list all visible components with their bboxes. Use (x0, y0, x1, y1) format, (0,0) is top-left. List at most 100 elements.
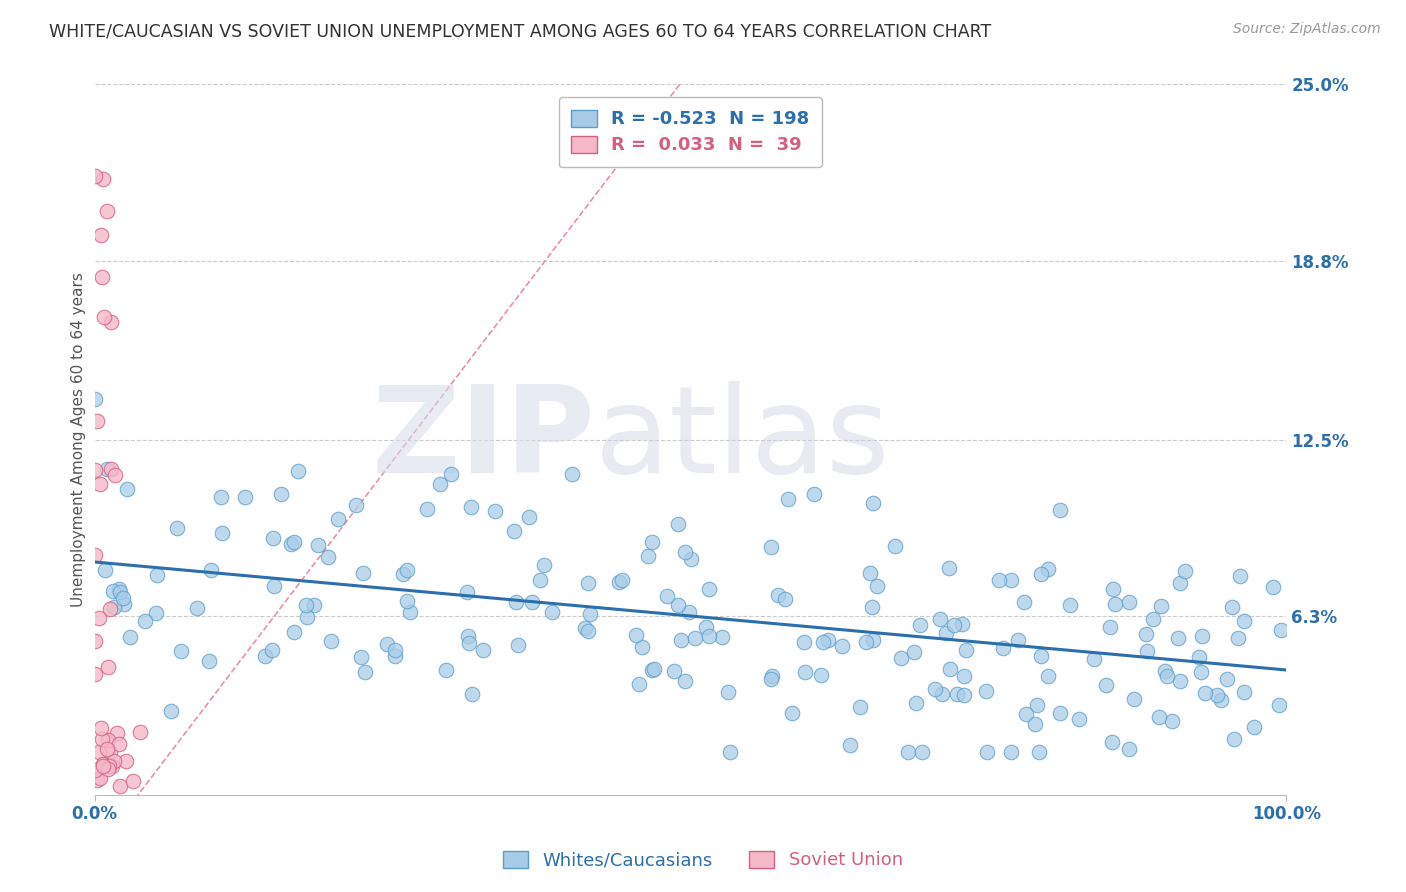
Point (89, 745, 111, 759)
Point (953, 688, 976, 702)
Point (505, 595, 527, 609)
Point (134, 614, 156, 628)
Point (1028, 746, 1050, 760)
Point (457, 629, 479, 643)
Point (350, 650, 373, 665)
Point (953, 668, 976, 682)
Point (1191, 629, 1213, 643)
Point (903, 645, 925, 659)
Point (679, 552, 702, 566)
Point (115, 482, 138, 496)
Point (831, 639, 853, 653)
Point (710, 630, 733, 644)
Point (160, 704, 183, 718)
Point (87, 611, 110, 625)
Point (1000, 746, 1022, 760)
Point (773, 592, 796, 607)
Point (398, 606, 420, 620)
Legend: Whites/Caucasians, Soviet Union: Whites/Caucasians, Soviet Union (494, 842, 912, 879)
Legend: R = -0.523  N = 198, R =  0.033  N =  39: R = -0.523 N = 198, R = 0.033 N = 39 (558, 97, 823, 167)
Point (610, 573, 633, 587)
Point (353, 566, 375, 580)
Point (1099, 620, 1122, 634)
Text: WHITE/CAUCASIAN VS SOVIET UNION UNEMPLOYMENT AMONG AGES 60 TO 64 YEARS CORRELATI: WHITE/CAUCASIAN VS SOVIET UNION UNEMPLOY… (49, 22, 991, 40)
Point (91, 731, 114, 746)
Point (107, 737, 129, 751)
Point (1007, 632, 1029, 647)
Point (666, 598, 689, 612)
Point (1227, 631, 1250, 645)
Point (98, 602, 121, 616)
Point (280, 537, 302, 551)
Point (803, 487, 825, 501)
Point (97, 758, 120, 772)
Point (1024, 717, 1046, 731)
Point (508, 638, 530, 652)
Point (541, 605, 564, 619)
Point (283, 624, 305, 639)
Point (211, 526, 233, 541)
Point (166, 521, 188, 535)
Point (1095, 677, 1118, 691)
Point (673, 544, 696, 558)
Point (1104, 597, 1126, 611)
Point (200, 563, 222, 577)
Point (429, 477, 451, 491)
Point (717, 685, 740, 699)
Point (1049, 503, 1071, 517)
Point (1194, 685, 1216, 699)
Point (810, 668, 832, 682)
Point (96, 742, 118, 756)
Point (1036, 669, 1059, 683)
Point (678, 605, 700, 619)
Text: atlas: atlas (595, 381, 891, 499)
Point (84, 463, 107, 477)
Point (955, 643, 977, 657)
Point (517, 510, 540, 524)
Point (100, 462, 122, 476)
Point (1160, 714, 1182, 728)
Point (938, 662, 960, 676)
Point (561, 467, 583, 482)
Point (287, 464, 309, 478)
Point (1101, 582, 1123, 596)
Point (1188, 650, 1211, 665)
Point (766, 588, 789, 602)
Point (905, 697, 928, 711)
Point (793, 635, 815, 649)
Point (321, 633, 343, 648)
Point (1142, 612, 1164, 626)
Point (93, 310, 115, 324)
Point (328, 511, 350, 525)
Point (578, 607, 600, 621)
Point (110, 584, 132, 599)
Point (101, 583, 124, 598)
Point (637, 549, 659, 564)
Point (316, 549, 339, 564)
Point (759, 540, 782, 554)
Point (89, 476, 111, 491)
Point (641, 535, 664, 549)
Point (209, 490, 232, 504)
Point (457, 636, 479, 650)
Point (974, 684, 997, 698)
Point (662, 664, 685, 678)
Point (952, 616, 974, 631)
Point (416, 502, 439, 516)
Point (396, 563, 419, 577)
Point (657, 589, 679, 603)
Point (84, 549, 107, 563)
Point (631, 640, 654, 654)
Point (931, 687, 953, 701)
Point (942, 618, 965, 632)
Point (344, 498, 367, 512)
Point (460, 687, 482, 701)
Point (1270, 623, 1292, 637)
Point (911, 746, 934, 760)
Point (1059, 599, 1081, 613)
Point (307, 537, 329, 551)
Point (1211, 693, 1233, 707)
Point (101, 759, 124, 773)
Point (780, 706, 803, 721)
Point (1118, 594, 1140, 608)
